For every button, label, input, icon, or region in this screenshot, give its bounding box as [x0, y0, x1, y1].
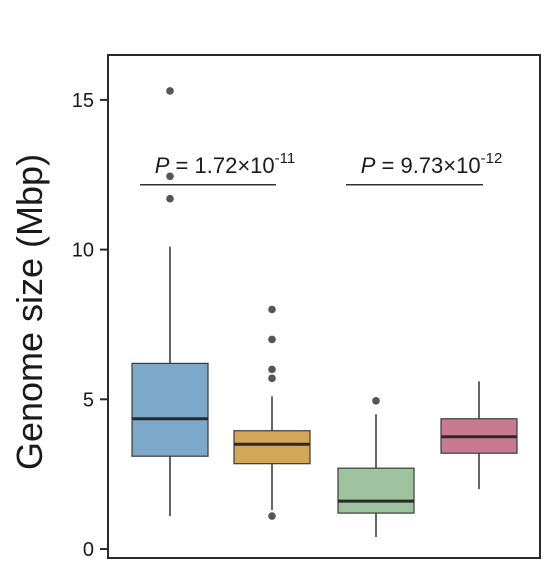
- box-group: [440, 381, 518, 490]
- outlier-point: [166, 172, 174, 181]
- p-symbol: P: [361, 153, 376, 178]
- y-tick-label: 10: [72, 240, 94, 262]
- y-tick-label: 5: [83, 389, 94, 411]
- outlier-point: [166, 194, 174, 203]
- box-group: [131, 87, 209, 517]
- y-tick-label: 15: [72, 90, 94, 112]
- p-value-text: = 9.73×10: [375, 153, 480, 178]
- y-tick-label: 0: [83, 539, 94, 561]
- p-value-label: P = 9.73×10-12: [361, 150, 503, 178]
- box-group: [337, 397, 415, 538]
- outlier-point: [268, 305, 276, 314]
- outlier-point: [268, 374, 276, 383]
- outlier-point: [268, 512, 276, 520]
- box: [337, 467, 415, 514]
- outlier-point: [268, 365, 276, 374]
- box: [131, 362, 209, 457]
- box-group: [233, 305, 311, 520]
- p-value-text: = 1.72×10: [169, 153, 274, 178]
- y-axis-label: Genome size (Mbp): [9, 154, 50, 470]
- annotations: P = 1.72×10-11 P = 9.73×10-12: [140, 150, 503, 186]
- p-value-label: P = 1.72×10-11: [155, 150, 295, 178]
- boxes: [131, 87, 518, 538]
- box: [233, 430, 311, 465]
- outlier-point: [268, 335, 276, 344]
- p-value-exponent: -11: [275, 150, 296, 167]
- p-symbol: P: [155, 153, 170, 178]
- outlier-point: [166, 87, 174, 95]
- p-value-exponent: -12: [481, 150, 503, 167]
- plot-frame: [107, 54, 541, 559]
- y-axis: 0 5 10 15: [72, 90, 108, 561]
- outlier-point: [372, 397, 380, 405]
